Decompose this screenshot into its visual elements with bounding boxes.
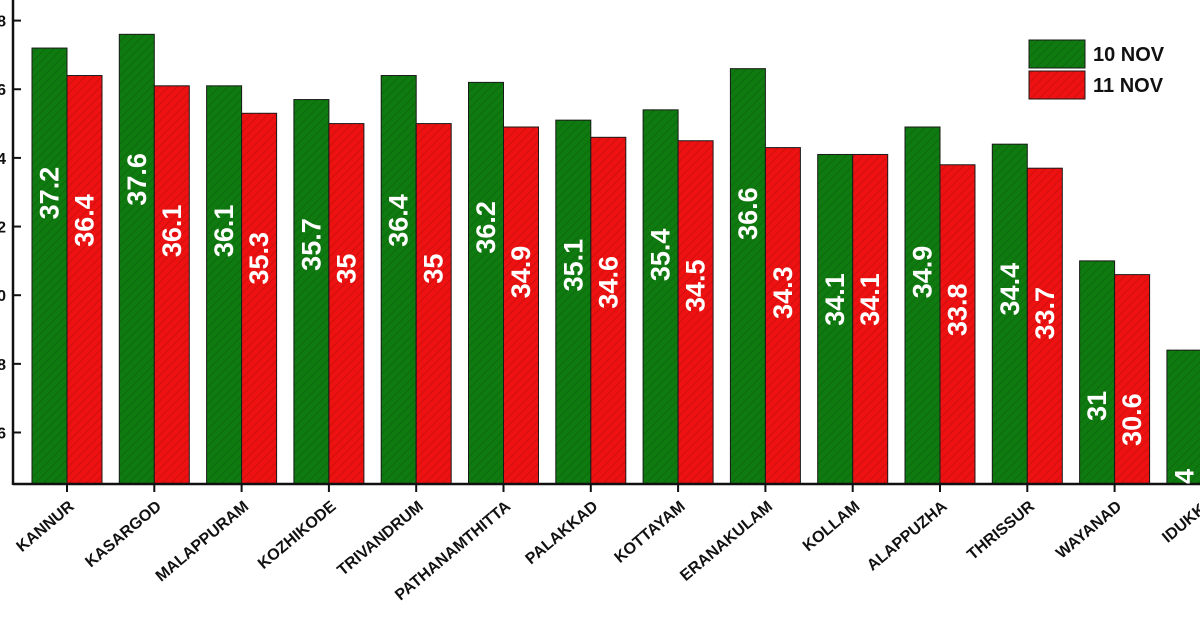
- value-label: 36.1: [157, 205, 187, 258]
- value-label: 36.6: [733, 187, 763, 240]
- value-label: 35: [419, 254, 449, 284]
- value-label: 34.4: [995, 263, 1025, 316]
- legend-swatch-hatch: [1029, 71, 1085, 99]
- value-label: 33.7: [1030, 287, 1060, 340]
- value-label: 36.4: [70, 194, 100, 247]
- y-tick-label: 28: [0, 357, 6, 374]
- bar-hatch: [1114, 274, 1150, 484]
- bar-hatch: [416, 123, 452, 485]
- bar-hatch: [817, 154, 853, 484]
- value-label: 30.6: [1117, 393, 1147, 446]
- value-label: 34.1: [855, 273, 885, 326]
- value-label: 34.9: [506, 246, 536, 299]
- category-label-kasargod: KASARGOD: [82, 498, 164, 571]
- bar-hatch: [32, 48, 67, 485]
- category-label-kollam: KOLLAM: [800, 498, 863, 555]
- bar-hatch: [1027, 168, 1063, 484]
- bar-hatch: [67, 75, 102, 484]
- legend-swatch-hatch: [1029, 40, 1085, 68]
- category-label-kottayam: KOTTAYAM: [611, 498, 688, 567]
- bar-hatch: [992, 144, 1028, 484]
- bar-hatch: [643, 109, 679, 485]
- category-label-wayanad: WAYANAD: [1053, 498, 1125, 562]
- bar-hatch: [730, 68, 766, 485]
- axis-layer: 26 28 30 32 34 36 38: [0, 0, 1200, 492]
- bar-hatch: [503, 127, 539, 485]
- legend: 10 NOV 11 NOV: [1028, 39, 1165, 100]
- bar-hatch: [852, 154, 888, 484]
- value-label: 34.3: [768, 266, 798, 319]
- value-label: 36.2: [471, 201, 501, 254]
- bar-hatch: [328, 123, 364, 485]
- bar-hatch: [765, 147, 801, 484]
- value-label: 35: [331, 254, 361, 284]
- value-label: 37.6: [122, 153, 152, 206]
- category-label-kannur: KANNUR: [14, 498, 78, 556]
- bar-hatch: [206, 85, 242, 484]
- bar-hatch: [468, 82, 504, 484]
- value-label: 34.1: [820, 273, 850, 326]
- y-tick-label: 38: [0, 14, 6, 31]
- bar-hatch: [241, 113, 277, 484]
- y-tick-label: 36: [0, 82, 6, 99]
- bar-hatch: [590, 137, 626, 484]
- category-label-thrissur: THRISSUR: [964, 498, 1038, 564]
- value-label: 31: [1082, 391, 1112, 421]
- y-tick-label: 32: [0, 220, 6, 237]
- category-label-kozhikode: KOZHIKODE: [255, 498, 340, 573]
- value-label: 33.8: [943, 283, 973, 336]
- value-label: 34.5: [681, 259, 711, 312]
- bar-hatch: [293, 99, 329, 485]
- value-label: 35.1: [558, 239, 588, 292]
- bar-hatch: [905, 127, 940, 485]
- value-label: 34.9: [908, 246, 938, 299]
- value-label: 34.6: [593, 256, 623, 309]
- value-label: 28.4: [1169, 469, 1199, 522]
- bar-hatch: [119, 34, 155, 485]
- value-label: 35.3: [244, 232, 274, 285]
- value-label: 37.2: [35, 167, 65, 220]
- value-label: 35.4: [646, 229, 676, 282]
- value-label: 35.7: [296, 218, 326, 271]
- legend-label-nov11: 11 NOV: [1093, 75, 1164, 97]
- y-tick-label: 26: [0, 426, 6, 443]
- bar-hatch: [1079, 260, 1115, 484]
- bar-hatch: [154, 85, 190, 484]
- bar-hatch: [1166, 350, 1200, 484]
- category-label-palakkad: PALAKKAD: [523, 498, 602, 568]
- category-label-malappuram: MALAPPURAM: [153, 498, 252, 585]
- category-label-alappuzha: ALAPPUZHA: [864, 498, 951, 575]
- legend-label-nov10: 10 NOV: [1093, 44, 1165, 66]
- value-label: 36.1: [209, 205, 239, 258]
- bar-hatch: [678, 140, 714, 484]
- category-label-eranakulam: ERANAKULAM: [677, 498, 776, 585]
- y-tick-label: 34: [0, 151, 6, 168]
- y-tick-label: 30: [0, 288, 6, 305]
- bar-hatch: [381, 75, 417, 484]
- bar-hatch: [940, 164, 975, 484]
- bars-layer: [31, 33, 1200, 485]
- bar-hatch: [555, 120, 591, 484]
- value-label: 36.4: [384, 194, 414, 247]
- category-label-trivandrum: TRIVANDRUM: [334, 498, 426, 579]
